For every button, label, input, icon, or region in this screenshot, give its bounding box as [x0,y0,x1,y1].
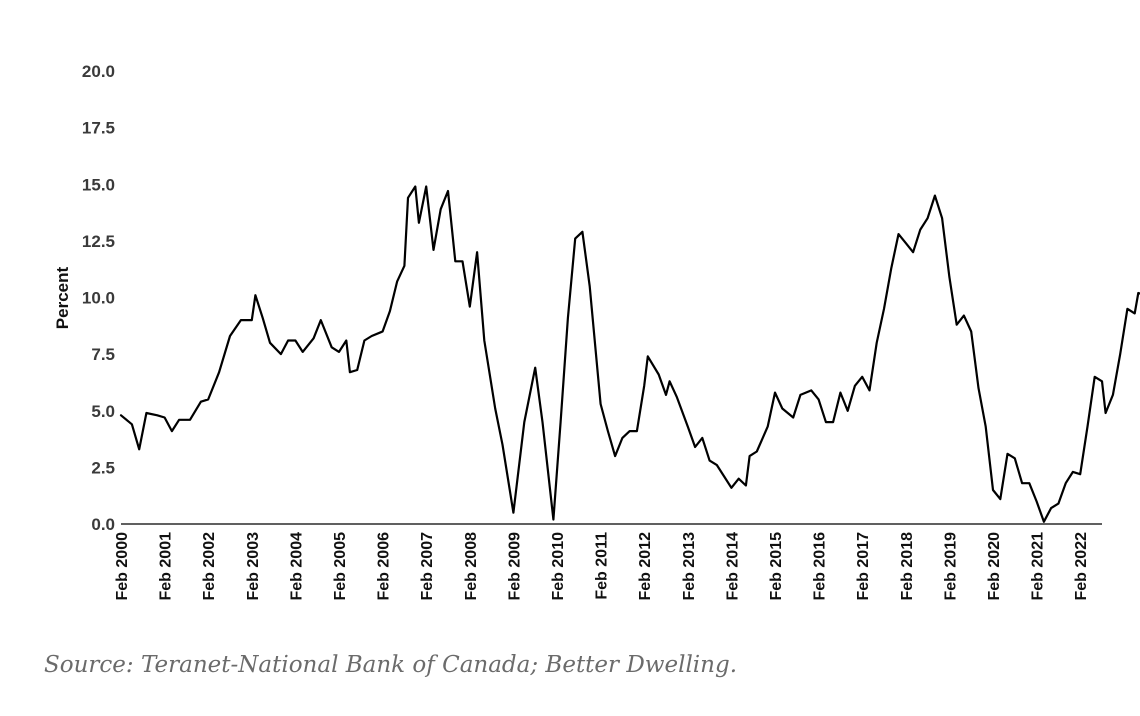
x-tick-label: Feb 2018 [899,532,916,601]
x-tick-label: Feb 2013 [681,532,698,601]
x-tick-label: Feb 2009 [506,532,523,601]
x-tick-label: Feb 2007 [419,532,436,601]
y-tick-label: 7.5 [91,345,115,364]
x-tick-label: Feb 2020 [986,532,1003,601]
x-tick-label: Feb 2001 [158,532,175,601]
x-tick-label: Feb 2004 [288,532,305,601]
y-tick-label: 12.5 [82,232,115,251]
y-tick-label: 17.5 [82,119,115,138]
x-tick-label: Feb 2016 [812,532,829,601]
x-tick-label: Feb 2000 [114,532,131,601]
y-axis-ticks: 0.0 2.5 5.0 7.5 10.0 12.5 15.0 17.5 20.0 [82,62,115,534]
x-tick-label: Feb 2008 [463,532,480,601]
y-tick-label: 15.0 [82,175,115,194]
y-tick-label: 5.0 [91,402,115,421]
x-tick-label: Feb 2011 [594,532,611,600]
x-tick-label: Feb 2014 [724,532,741,601]
x-tick-label: Feb 2012 [637,532,654,601]
x-tick-label: Feb 2019 [942,532,959,601]
series-line [119,185,1140,523]
y-axis-title: Percent [53,266,72,329]
x-tick-label: Feb 2002 [201,532,218,601]
source-note: Source: Teranet-National Bank of Canada;… [44,652,737,678]
x-tick-label: Feb 2021 [1030,532,1047,601]
y-tick-label: 0.0 [91,515,115,534]
x-tick-label: Feb 2017 [855,532,872,601]
x-axis-ticks: Feb 2000 Feb 2001 Feb 2002 Feb 2003 Feb 2004… [114,532,1090,601]
x-tick-label: Feb 2006 [376,532,393,601]
x-tick-label: Feb 2003 [245,532,262,601]
x-tick-label: Feb 2022 [1073,532,1090,601]
y-tick-label: 2.5 [91,458,115,477]
x-tick-label: Feb 2005 [332,532,349,601]
x-tick-label: Feb 2015 [768,532,785,601]
y-axis-title-text: Percent [53,266,72,329]
y-tick-label: 20.0 [82,62,115,81]
y-tick-label: 10.0 [82,289,115,308]
x-tick-label: Feb 2010 [550,532,567,601]
